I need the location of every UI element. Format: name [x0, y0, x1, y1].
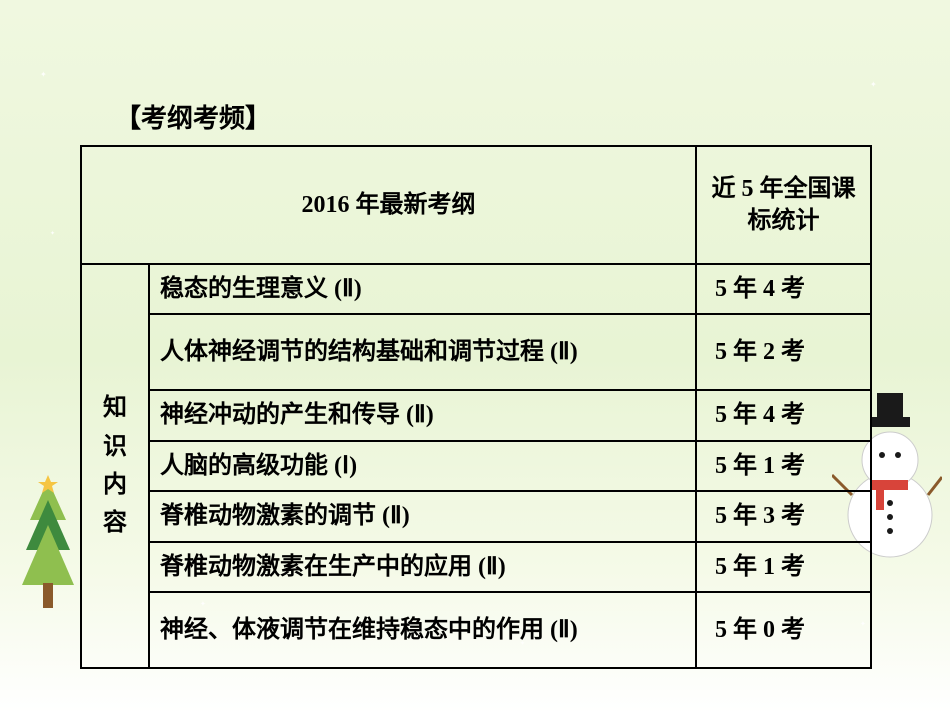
- table-row: 脊椎动物激素的调节 (Ⅱ)5 年 3 考: [81, 491, 871, 541]
- christmas-tree-icon: [18, 475, 78, 615]
- section-heading: 【考纲考频】: [115, 98, 271, 135]
- stat-cell: 5 年 0 考: [696, 592, 871, 668]
- table-row: 人体神经调节的结构基础和调节过程 (Ⅱ)5 年 2 考: [81, 314, 871, 390]
- slide: ✦✦✦✦✦✦ 【考纲考频】: [0, 0, 950, 713]
- topic-cell: 人脑的高级功能 (Ⅰ): [149, 441, 696, 491]
- syllabus-table: 2016 年最新考纲 近 5 年全国课标统计 知 识 内 容稳态的生理意义 (Ⅱ…: [80, 145, 872, 669]
- topic-cell: 人体神经调节的结构基础和调节过程 (Ⅱ): [149, 314, 696, 390]
- stat-cell: 5 年 1 考: [696, 542, 871, 592]
- stat-cell: 5 年 4 考: [696, 390, 871, 440]
- table-row: 神经、体液调节在维持稳态中的作用 (Ⅱ)5 年 0 考: [81, 592, 871, 668]
- category-label: 知 识 内 容: [81, 264, 149, 668]
- table-row: 脊椎动物激素在生产中的应用 (Ⅱ)5 年 1 考: [81, 542, 871, 592]
- topic-cell: 脊椎动物激素的调节 (Ⅱ): [149, 491, 696, 541]
- topic-cell: 神经冲动的产生和传导 (Ⅱ): [149, 390, 696, 440]
- stat-cell: 5 年 3 考: [696, 491, 871, 541]
- header-syllabus: 2016 年最新考纲: [81, 146, 696, 264]
- topic-cell: 稳态的生理意义 (Ⅱ): [149, 264, 696, 314]
- table-row: 知 识 内 容稳态的生理意义 (Ⅱ)5 年 4 考: [81, 264, 871, 314]
- table-row: 人脑的高级功能 (Ⅰ)5 年 1 考: [81, 441, 871, 491]
- stat-cell: 5 年 1 考: [696, 441, 871, 491]
- table-header-row: 2016 年最新考纲 近 5 年全国课标统计: [81, 146, 871, 264]
- snowflake-icon: ✦: [50, 230, 55, 237]
- topic-cell: 脊椎动物激素在生产中的应用 (Ⅱ): [149, 542, 696, 592]
- stat-cell: 5 年 4 考: [696, 264, 871, 314]
- header-stats: 近 5 年全国课标统计: [696, 146, 871, 264]
- snowflake-icon: ✦: [40, 70, 47, 79]
- topic-cell: 神经、体液调节在维持稳态中的作用 (Ⅱ): [149, 592, 696, 668]
- stat-cell: 5 年 2 考: [696, 314, 871, 390]
- snowflake-icon: ✦: [870, 80, 877, 89]
- table-row: 神经冲动的产生和传导 (Ⅱ)5 年 4 考: [81, 390, 871, 440]
